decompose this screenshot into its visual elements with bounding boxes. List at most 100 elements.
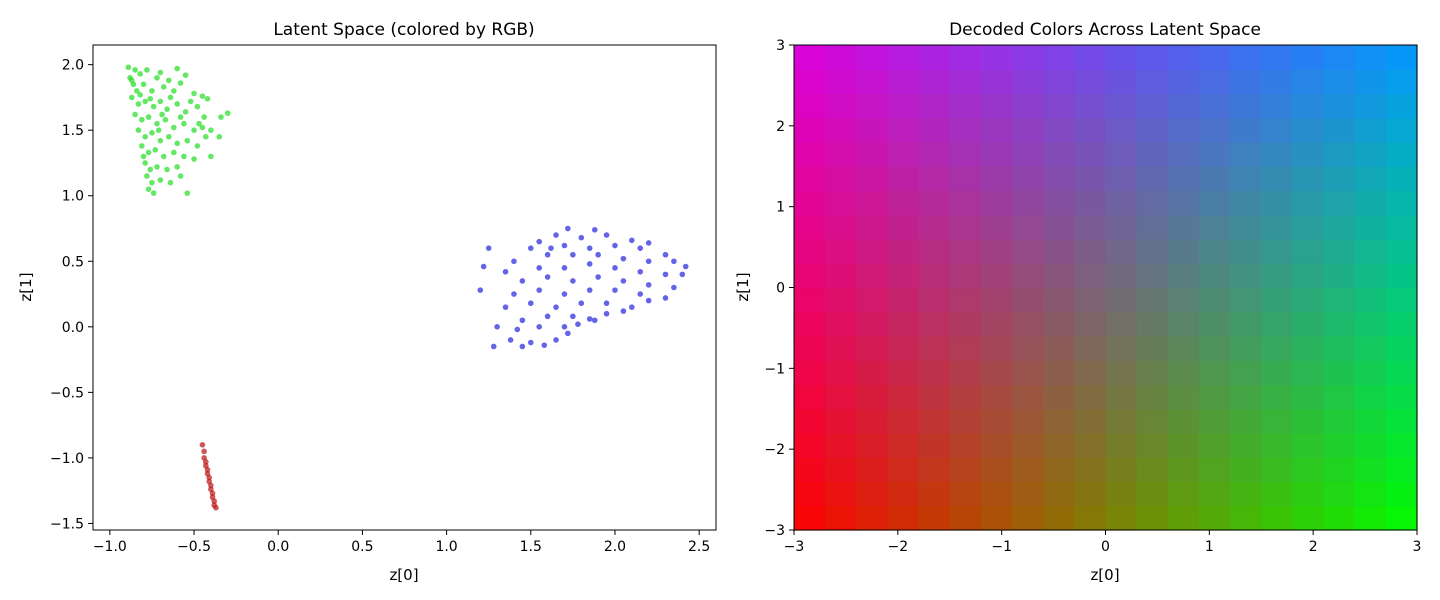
heatmap-cell xyxy=(1385,166,1418,192)
scatter-point xyxy=(199,441,206,448)
scatter-point xyxy=(154,164,160,170)
heatmap-xtick-label: −3 xyxy=(784,539,805,555)
heatmap-cell xyxy=(856,45,889,70)
heatmap-cell xyxy=(825,336,857,361)
heatmap-cell xyxy=(856,360,889,386)
heatmap-cell xyxy=(1167,166,1200,192)
scatter-point xyxy=(536,287,543,293)
heatmap-cell xyxy=(1323,433,1356,458)
heatmap-cell xyxy=(1292,69,1325,95)
heatmap-cell xyxy=(1043,433,1075,458)
heatmap-cell xyxy=(1230,166,1262,192)
scatter-point xyxy=(177,114,184,120)
heatmap-cell xyxy=(856,287,889,313)
heatmap-cell xyxy=(1012,505,1044,531)
heatmap-cell xyxy=(1074,214,1107,240)
scatter-point xyxy=(209,490,216,497)
scatter-point xyxy=(194,143,201,149)
heatmap-cell xyxy=(1385,384,1418,410)
heatmap-cell xyxy=(794,239,826,264)
scatter-xtick-label: −0.5 xyxy=(177,539,211,555)
heatmap-cell xyxy=(1354,166,1387,192)
heatmap-cell xyxy=(1292,166,1325,192)
heatmap-cell xyxy=(1198,69,1231,95)
heatmap-cell xyxy=(794,408,826,434)
scatter-point xyxy=(553,232,559,238)
scatter-point xyxy=(645,297,652,304)
heatmap-cell xyxy=(1385,263,1418,289)
scatter-point xyxy=(570,278,576,284)
heatmap-cell xyxy=(1230,142,1262,167)
heatmap-cell xyxy=(1261,45,1293,70)
scatter-point xyxy=(128,94,135,101)
heatmap-cell xyxy=(949,190,982,216)
heatmap-cell xyxy=(1230,384,1262,410)
scatter-point xyxy=(155,127,162,134)
heatmap-cell xyxy=(1043,384,1075,410)
heatmap-chart: Decoded Colors Across Latent Space −3 −2−… xyxy=(734,20,1421,584)
scatter-point xyxy=(637,291,644,297)
heatmap-cell xyxy=(856,433,889,458)
heatmap-cell xyxy=(1136,69,1169,95)
heatmap-cell xyxy=(1292,360,1325,386)
heatmap-cell xyxy=(1354,311,1387,337)
heatmap-cell xyxy=(1261,166,1293,192)
scatter-point xyxy=(133,88,140,94)
heatmap-cell xyxy=(980,142,1013,167)
heatmap-cell xyxy=(794,214,826,240)
scatter-point xyxy=(213,504,219,511)
heatmap-xlabel: z[0] xyxy=(1090,566,1119,584)
heatmap-cell xyxy=(1105,263,1138,289)
heatmap-cell xyxy=(1136,93,1169,119)
scatter-point xyxy=(224,110,231,116)
heatmap-cell xyxy=(918,93,951,119)
heatmap-cell xyxy=(1136,239,1169,264)
heatmap-cell xyxy=(887,481,920,507)
heatmap-cell xyxy=(856,481,889,507)
scatter-point xyxy=(145,186,152,192)
heatmap-cell xyxy=(918,360,951,386)
scatter-point xyxy=(201,114,207,120)
scatter-point xyxy=(147,95,154,102)
heatmap-cell xyxy=(825,360,857,386)
heatmap-cell xyxy=(1136,481,1169,507)
heatmap-cell xyxy=(1012,311,1044,337)
heatmap-cell xyxy=(1354,214,1387,240)
heatmap-cell xyxy=(1230,360,1262,386)
heatmap-cell xyxy=(1261,287,1293,313)
heatmap-cells xyxy=(794,45,1418,531)
heatmap-cell xyxy=(949,433,982,458)
heatmap-cell xyxy=(1167,69,1200,95)
heatmap-cell xyxy=(980,69,1013,95)
heatmap-cell xyxy=(1105,45,1138,70)
heatmap-cell xyxy=(794,336,826,361)
scatter-point xyxy=(174,65,180,72)
heatmap-cell xyxy=(1292,433,1325,458)
heatmap-cell xyxy=(1167,142,1200,167)
heatmap-cell xyxy=(980,505,1013,531)
heatmap-cell xyxy=(918,239,951,264)
heatmap-cell xyxy=(1105,69,1138,95)
heatmap-cell xyxy=(949,481,982,507)
heatmap-cell xyxy=(1292,190,1325,216)
heatmap-cell xyxy=(1074,142,1107,167)
scatter-ytick-label: −1.5 xyxy=(50,516,84,532)
heatmap-cell xyxy=(794,166,826,192)
scatter-point xyxy=(132,67,138,73)
heatmap-cell xyxy=(794,457,826,483)
scatter-ytick-label: 1.5 xyxy=(62,123,84,139)
heatmap-cell xyxy=(1074,384,1107,410)
heatmap-cell xyxy=(1105,384,1138,410)
scatter-point xyxy=(662,271,669,278)
scatter-point xyxy=(187,98,194,105)
heatmap-cell xyxy=(856,263,889,289)
heatmap-cell xyxy=(980,190,1013,216)
heatmap-cell xyxy=(1105,142,1138,167)
heatmap-cell xyxy=(1012,263,1044,289)
scatter-point xyxy=(645,258,652,265)
heatmap-cell xyxy=(1074,408,1107,434)
scatter-point xyxy=(645,240,652,246)
heatmap-cell xyxy=(1012,93,1044,119)
heatmap-cell xyxy=(1198,166,1231,192)
heatmap-cell xyxy=(1136,142,1169,167)
